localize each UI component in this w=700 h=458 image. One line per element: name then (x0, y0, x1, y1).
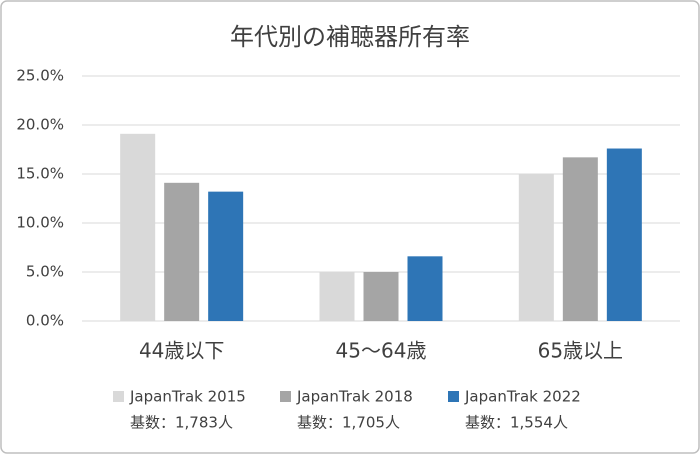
bar (562, 157, 598, 321)
y-tick-label: 20.0% (16, 116, 64, 134)
bar (319, 272, 355, 321)
legend-swatch (280, 391, 291, 402)
legend-label: JapanTrak 2018 (296, 388, 413, 406)
x-tick-label: 44歳以下 (139, 339, 224, 363)
legend-label: JapanTrak 2015 (129, 388, 246, 406)
y-tick-label: 25.0% (16, 67, 64, 85)
bar (407, 256, 443, 321)
legend-base: 基数：1,554人 (465, 414, 568, 432)
bar (518, 174, 554, 321)
bar (164, 182, 200, 321)
bar (208, 191, 244, 321)
y-tick-label: 5.0% (26, 263, 64, 281)
bar (363, 272, 399, 321)
y-tick-label: 15.0% (16, 165, 64, 183)
legend-label: JapanTrak 2022 (464, 388, 581, 406)
y-tick-label: 10.0% (16, 214, 64, 232)
bar (606, 148, 642, 321)
x-tick-label: 45〜64歳 (336, 339, 427, 363)
legend-base: 基数：1,783人 (130, 414, 233, 432)
x-tick-label: 65歳以上 (538, 339, 623, 363)
legend-swatch (448, 391, 459, 402)
legend-swatch (113, 391, 124, 402)
chart-title: 年代別の補聴器所有率 (230, 23, 470, 51)
bar (120, 133, 156, 321)
y-tick-label: 0.0% (26, 312, 64, 330)
legend-base: 基数：1,705人 (297, 414, 400, 432)
